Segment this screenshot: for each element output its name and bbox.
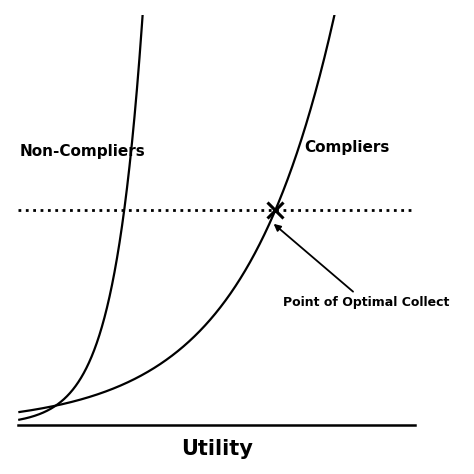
Text: Compliers: Compliers xyxy=(304,140,390,155)
Text: Non-Compliers: Non-Compliers xyxy=(20,144,146,159)
X-axis label: Utility: Utility xyxy=(181,439,253,459)
Text: Point of Optimal Collect: Point of Optimal Collect xyxy=(275,225,449,309)
